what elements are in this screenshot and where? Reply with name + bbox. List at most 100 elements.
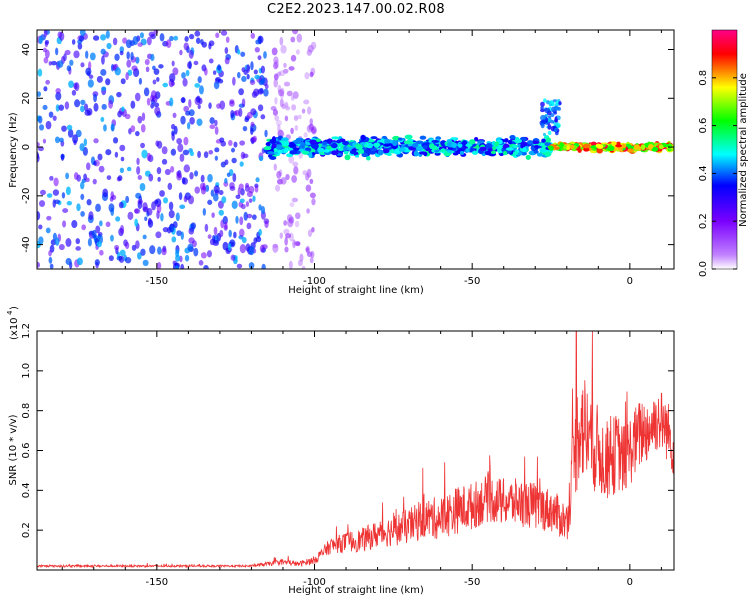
spectrogram-cell (651, 146, 659, 152)
spectrogram-cell (281, 132, 285, 138)
svg-text:4: 4 (6, 310, 14, 315)
spectrogram-cell (208, 42, 212, 50)
spectrogram-cell (272, 109, 279, 116)
spectrogram-cell (293, 147, 300, 151)
spectrogram-cell (440, 140, 447, 146)
spectrogram-cell (354, 143, 363, 148)
spectrogram-cell (253, 237, 258, 244)
svg-text:(x10: (x10 (9, 317, 20, 340)
spectrogram-cell (173, 125, 178, 135)
spectrogram-cell (311, 226, 315, 233)
spectrogram-cell (227, 242, 232, 252)
spectrogram-cell (237, 49, 241, 55)
spectrogram-cell (114, 244, 120, 251)
spectrogram-cell (175, 254, 181, 262)
spectrogram-cell (258, 228, 262, 236)
spectrogram-cell (250, 127, 254, 135)
spectrogram-cell (294, 220, 300, 228)
spectrogram-cell (477, 140, 485, 144)
x-tick-label: -50 (464, 276, 480, 287)
spectrogram-cell (279, 232, 283, 239)
spectrogram-cell (279, 70, 286, 77)
spectrogram-cell (244, 117, 250, 123)
spectrogram-cell (541, 138, 546, 143)
spectrogram-cell (208, 102, 212, 110)
spectrogram-cell (233, 231, 237, 239)
spectrogram-cell (80, 62, 85, 68)
spectrogram-cell (224, 159, 229, 166)
spectrogram-cell (55, 47, 59, 56)
spectrogram-cell (232, 76, 236, 86)
spectrogram-cell (306, 168, 312, 178)
spectrogram-cell (55, 87, 61, 94)
spectrogram-cell (558, 101, 562, 105)
spectrogram-cell (137, 200, 143, 210)
spectrogram-cell (298, 144, 306, 149)
y-tick-label: 1.2 (21, 323, 32, 339)
spectrogram-cell (305, 247, 310, 253)
spectrogram-cell (80, 105, 85, 113)
spectrogram-cell (331, 136, 340, 140)
spectrogram-cell (255, 39, 261, 45)
spectrogram-cell (126, 166, 132, 172)
spectrogram-cell (413, 150, 419, 157)
spectrogram-cell (62, 220, 67, 228)
spectrogram-cell (544, 107, 551, 114)
spectrogram-cell (260, 114, 266, 120)
spectrogram-cell (124, 241, 130, 249)
spectrogram-cell (194, 83, 201, 88)
spectrogram-cell (119, 224, 125, 235)
spectrogram-cell (61, 125, 67, 132)
x-tick-label: -150 (145, 577, 168, 588)
spectrogram-cell (75, 129, 82, 138)
spectrogram-cell (260, 65, 266, 74)
spectrogram-cell (109, 196, 114, 202)
spectrogram-cell (304, 72, 310, 80)
spectrogram-cell (81, 224, 87, 231)
spectrogram-cell (386, 152, 392, 157)
spectrogram-cell (176, 230, 182, 236)
spectrogram-cell (156, 261, 162, 269)
spectrogram-cell (43, 30, 48, 38)
spectrogram-cell (503, 138, 509, 143)
spectrogram-cell (44, 39, 50, 45)
spectrogram-cell (66, 65, 72, 72)
spectrogram-cell (330, 150, 339, 156)
spectrogram-cell (275, 144, 283, 150)
spectrogram-cell (184, 36, 189, 42)
spectrogram-cell (142, 234, 147, 240)
spectrogram-cell (471, 150, 479, 155)
spectrogram-cell (431, 145, 438, 151)
spectrogram-cell (250, 108, 257, 116)
spectrogram-cell (283, 62, 287, 68)
spectrogram-cell (142, 259, 149, 267)
spectrogram-cell (88, 211, 94, 221)
spectrogram-cell (130, 125, 136, 133)
colorbar-ticks: 0.0 0.2 0.4 0.6 0.8 (698, 70, 737, 277)
spectrogram-cell (77, 42, 83, 50)
spectrogram-cell (83, 103, 89, 112)
spectrogram-cell (257, 88, 264, 95)
spectrogram-cell (210, 189, 215, 197)
spectrogram-cell (258, 80, 265, 86)
y-tick-label: 0.2 (21, 522, 32, 538)
spectrogram-cell (187, 61, 192, 69)
spectrogram-cell (60, 153, 65, 161)
spectrogram-cell (131, 65, 138, 71)
spectrogram-cell (283, 142, 290, 147)
spectrogram-cell (278, 89, 284, 97)
spectrogram-cell (554, 118, 558, 123)
spectrogram-cell (208, 149, 214, 155)
spectrogram-cell (264, 83, 269, 90)
spectrogram-cell (291, 197, 299, 203)
spectrogram-cell (277, 178, 283, 185)
spectrogram-cell (189, 117, 195, 125)
x-tick-label: -50 (464, 577, 480, 588)
spectrogram-cell (159, 33, 165, 42)
spectrogram-cell (124, 113, 131, 120)
spectrogram-cell (74, 99, 81, 108)
spectrogram-cell (150, 90, 157, 100)
spectrogram-cell (97, 153, 103, 161)
spectrogram-cell (208, 58, 214, 64)
spectrogram-cell (71, 39, 76, 45)
